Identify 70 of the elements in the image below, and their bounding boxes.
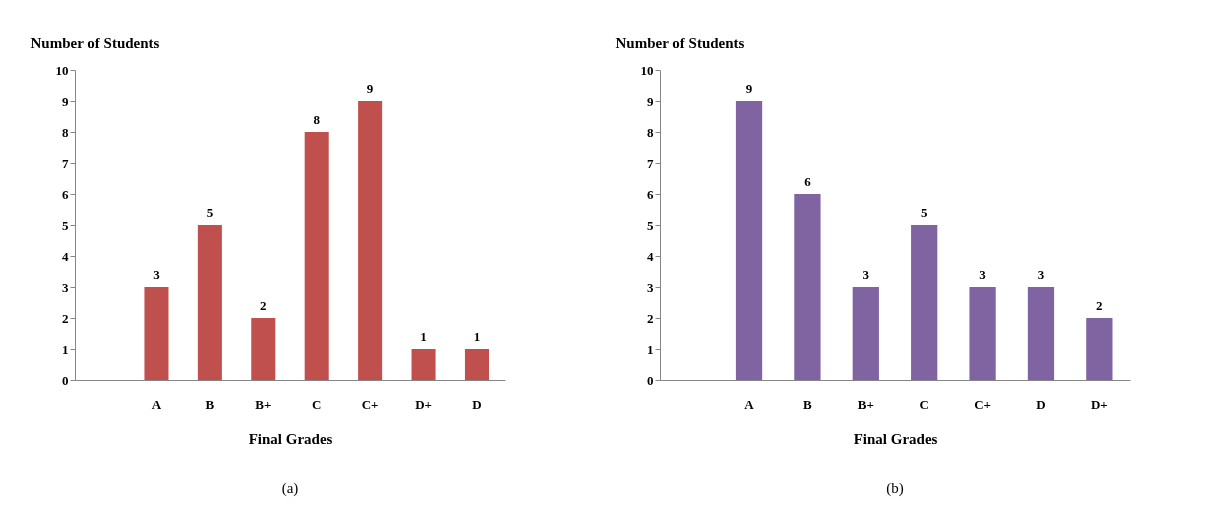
data-label: 5 xyxy=(206,205,214,220)
bar xyxy=(251,318,276,380)
y-tick-label: 10 xyxy=(55,62,69,78)
y-tick-label: 0 xyxy=(62,372,69,388)
data-label: 9 xyxy=(366,81,374,96)
data-label: 3 xyxy=(153,267,161,282)
x-tick-label: B+ xyxy=(857,396,874,412)
y-tick-label: 3 xyxy=(647,279,654,295)
x-tick-label: D xyxy=(1036,396,1046,412)
data-label: 2 xyxy=(1096,298,1103,313)
y-tick-label: 7 xyxy=(647,155,654,171)
y-tick-label: 1 xyxy=(62,341,69,357)
bar xyxy=(852,287,879,380)
y-tick-label: 5 xyxy=(647,217,654,233)
text: (b) xyxy=(886,480,904,497)
data-label: 6 xyxy=(804,174,812,189)
x-tick-label: D xyxy=(472,396,482,412)
bar xyxy=(969,287,996,380)
data-label: 3 xyxy=(862,267,870,282)
x-tick-label: A xyxy=(151,396,162,412)
bar xyxy=(358,101,383,380)
data-label: 2 xyxy=(260,298,267,313)
y-tick-label: 3 xyxy=(62,279,69,295)
data-label: 3 xyxy=(1037,267,1045,282)
y-tick-label: 8 xyxy=(647,124,654,140)
data-label: 1 xyxy=(420,329,427,344)
data-label: 3 xyxy=(979,267,987,282)
y-tick-label: 6 xyxy=(62,186,69,202)
x-tick-label: C xyxy=(919,396,929,412)
x-axis-title: Final Grades xyxy=(248,430,333,447)
bar xyxy=(1086,318,1113,380)
bar xyxy=(197,225,222,380)
y-tick-label: 4 xyxy=(647,248,654,264)
x-tick-label: D+ xyxy=(415,396,432,412)
x-tick-label: D+ xyxy=(1090,396,1108,412)
y-tick-label: 8 xyxy=(62,124,69,140)
y-tick-label: 6 xyxy=(647,186,654,202)
y-tick-label: 0 xyxy=(647,372,654,388)
text: (a) xyxy=(281,480,299,497)
x-tick-label: B xyxy=(205,396,215,412)
data-label: 8 xyxy=(313,112,321,127)
bar xyxy=(411,349,436,380)
x-axis-title: Final Grades xyxy=(853,430,938,447)
bar xyxy=(144,287,169,380)
y-tick-label: 2 xyxy=(62,310,69,326)
bar xyxy=(794,194,821,380)
bar xyxy=(735,101,763,380)
y-tick-label: 5 xyxy=(62,217,69,233)
bar xyxy=(911,225,938,380)
x-tick-label: A xyxy=(744,396,755,412)
x-tick-label: B xyxy=(803,396,813,412)
bar xyxy=(304,132,329,380)
y-tick-label: 2 xyxy=(647,310,654,326)
x-tick-label: C+ xyxy=(974,396,991,412)
data-label: 9 xyxy=(745,81,753,96)
y-tick-label: 9 xyxy=(647,93,654,109)
bar xyxy=(464,349,489,380)
y-axis-title: Number of Students xyxy=(30,34,160,51)
data-label: 5 xyxy=(920,205,928,220)
x-tick-label: C+ xyxy=(361,396,379,412)
x-tick-label: B+ xyxy=(255,396,272,412)
y-tick-label: 10 xyxy=(640,62,654,78)
y-tick-label: 4 xyxy=(62,248,69,264)
y-tick-label: 1 xyxy=(647,341,654,357)
y-tick-label: 9 xyxy=(62,93,69,109)
data-label: 1 xyxy=(473,329,481,344)
y-axis-title: Number of Students xyxy=(615,34,745,51)
x-tick-label: C xyxy=(312,396,322,412)
bar xyxy=(1027,287,1055,380)
y-tick-label: 7 xyxy=(62,155,69,171)
